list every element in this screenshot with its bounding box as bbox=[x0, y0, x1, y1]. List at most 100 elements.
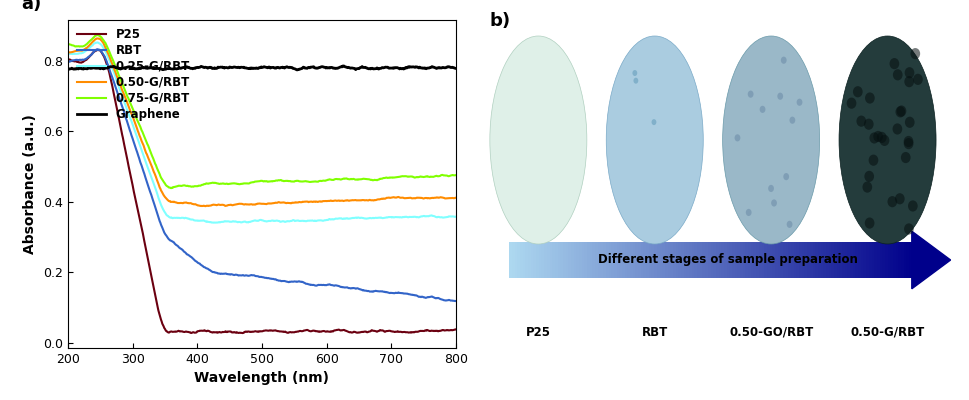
Bar bbox=[571, 242, 574, 278]
Ellipse shape bbox=[903, 138, 913, 149]
0.25-G/RBT bbox=[86, 43, 98, 48]
Bar bbox=[595, 242, 598, 278]
Bar bbox=[761, 242, 765, 278]
Bar bbox=[771, 242, 775, 278]
Bar bbox=[635, 242, 639, 278]
Bar bbox=[774, 242, 778, 278]
Polygon shape bbox=[911, 231, 950, 289]
Bar bbox=[882, 242, 885, 278]
Bar bbox=[638, 242, 641, 278]
0.25-G/RBT bbox=[439, 215, 451, 220]
Ellipse shape bbox=[887, 196, 896, 207]
P25 bbox=[425, 328, 437, 333]
Ellipse shape bbox=[633, 78, 638, 84]
Bar bbox=[887, 242, 891, 278]
0.75-G/RBT bbox=[450, 173, 461, 178]
Ellipse shape bbox=[868, 132, 878, 144]
0.25-G/RBT bbox=[450, 214, 461, 219]
Bar bbox=[744, 242, 748, 278]
Ellipse shape bbox=[863, 119, 873, 130]
Bar bbox=[768, 242, 772, 278]
Ellipse shape bbox=[892, 69, 902, 80]
Bar bbox=[726, 242, 730, 278]
Bar bbox=[723, 242, 727, 278]
P25 bbox=[439, 328, 451, 333]
P25 bbox=[135, 222, 146, 227]
Bar bbox=[544, 242, 547, 278]
Ellipse shape bbox=[489, 36, 586, 244]
Bar bbox=[606, 242, 609, 278]
Ellipse shape bbox=[907, 200, 917, 212]
P25 bbox=[450, 327, 461, 332]
Ellipse shape bbox=[903, 76, 913, 87]
Bar bbox=[806, 242, 810, 278]
Bar bbox=[793, 242, 797, 278]
Bar bbox=[852, 242, 856, 278]
Bar bbox=[610, 242, 614, 278]
Ellipse shape bbox=[632, 70, 637, 76]
Bar bbox=[565, 242, 569, 278]
0.75-G/RBT bbox=[62, 42, 74, 46]
Bar bbox=[664, 242, 668, 278]
P25 bbox=[372, 329, 384, 334]
Bar bbox=[624, 242, 628, 278]
Bar bbox=[509, 242, 513, 278]
Bar bbox=[667, 242, 671, 278]
Bar bbox=[873, 242, 877, 278]
Bar bbox=[817, 242, 821, 278]
Bar bbox=[642, 242, 646, 278]
Bar bbox=[562, 242, 566, 278]
Bar bbox=[651, 242, 654, 278]
Bar bbox=[568, 242, 572, 278]
Bar bbox=[814, 242, 818, 278]
Bar bbox=[729, 242, 733, 278]
P25 bbox=[92, 48, 104, 52]
RBT bbox=[62, 60, 74, 64]
Bar bbox=[592, 242, 596, 278]
Text: Different stages of sample preparation: Different stages of sample preparation bbox=[597, 254, 857, 266]
Bar bbox=[742, 242, 745, 278]
Ellipse shape bbox=[895, 106, 905, 117]
Bar bbox=[833, 242, 837, 278]
Ellipse shape bbox=[876, 132, 886, 143]
Bar bbox=[691, 242, 695, 278]
Bar bbox=[828, 242, 831, 278]
Ellipse shape bbox=[904, 67, 914, 78]
Ellipse shape bbox=[846, 98, 856, 109]
Text: P25: P25 bbox=[525, 326, 550, 338]
Ellipse shape bbox=[864, 218, 874, 229]
Ellipse shape bbox=[863, 171, 873, 182]
Bar bbox=[796, 242, 799, 278]
0.75-G/RBT bbox=[372, 177, 384, 182]
Bar bbox=[756, 242, 759, 278]
Bar bbox=[900, 242, 904, 278]
0.25-G/RBT bbox=[372, 215, 384, 220]
Ellipse shape bbox=[770, 199, 776, 206]
Bar bbox=[519, 242, 523, 278]
Bar bbox=[653, 242, 657, 278]
Line: Graphene: Graphene bbox=[68, 66, 455, 70]
Bar bbox=[697, 242, 700, 278]
Ellipse shape bbox=[796, 99, 801, 106]
0.50-G/RBT bbox=[92, 36, 104, 41]
Ellipse shape bbox=[894, 193, 904, 204]
Ellipse shape bbox=[734, 134, 739, 142]
Text: a): a) bbox=[21, 0, 42, 14]
Ellipse shape bbox=[891, 123, 901, 134]
0.50-G/RBT bbox=[86, 40, 98, 44]
Bar bbox=[870, 242, 874, 278]
Bar bbox=[525, 242, 528, 278]
Bar bbox=[515, 242, 517, 278]
Ellipse shape bbox=[780, 57, 786, 64]
Graphene bbox=[62, 67, 74, 72]
Bar bbox=[603, 242, 607, 278]
0.75-G/RBT bbox=[191, 184, 203, 188]
Ellipse shape bbox=[879, 135, 889, 146]
Bar bbox=[809, 242, 813, 278]
Bar bbox=[662, 242, 665, 278]
Graphene bbox=[86, 66, 98, 70]
RBT bbox=[438, 298, 450, 303]
Bar bbox=[547, 242, 550, 278]
Bar bbox=[516, 242, 520, 278]
Bar bbox=[876, 242, 880, 278]
